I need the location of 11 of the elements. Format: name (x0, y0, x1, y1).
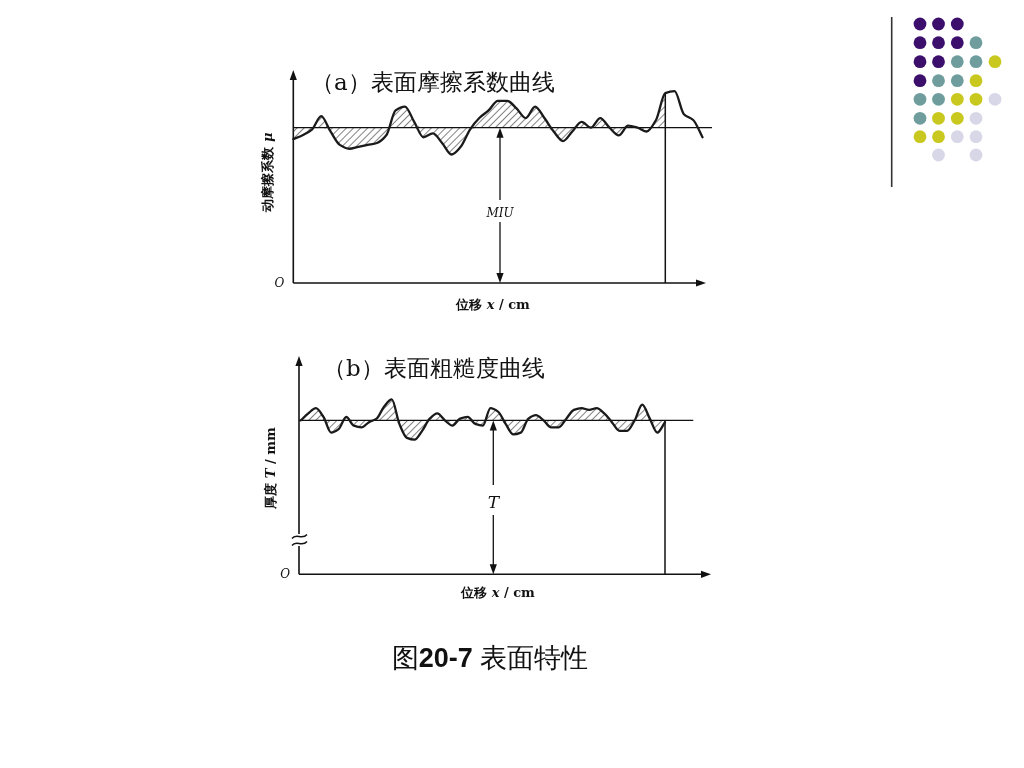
text: O (280, 567, 291, 582)
y-axis-title: 动摩擦系数 μ (260, 131, 275, 213)
ref-line-label: T (487, 491, 501, 512)
y-axis-title: 厚度 T / mm (263, 426, 278, 510)
x-axis-title: 位移 x / cm (455, 297, 531, 312)
x-axis-title: 位移 x / cm (460, 585, 536, 600)
chart-title: （a）表面摩擦系数曲线 (311, 69, 555, 95)
chart-title: （b）表面粗糙度曲线 (323, 355, 545, 381)
text: 图20-7 表面特性 (391, 643, 589, 673)
ref-line-label: MIU (485, 206, 515, 221)
text: O (274, 276, 285, 290)
